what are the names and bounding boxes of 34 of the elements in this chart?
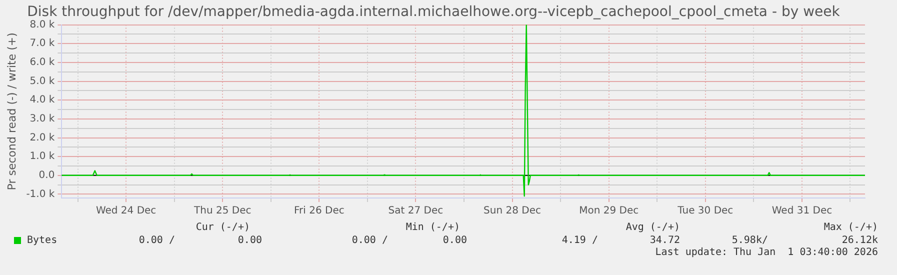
y-tick-label: 2.0 k [30, 132, 55, 144]
text: 0.00 [442, 235, 467, 246]
text: Min (-/+) [406, 222, 460, 233]
text: Avg (-/+) [626, 222, 680, 233]
y-tick-label: 3.0 k [30, 114, 55, 125]
y-tick-label: 8.0 k [30, 19, 55, 30]
x-tick-label: Wed 24 Dec [96, 206, 156, 217]
text: Last update: Thu Jan 1 03:40:00 2026 [655, 247, 878, 258]
text: 4.19 / [562, 235, 598, 246]
text: 0.00 / [138, 235, 175, 246]
x-tick-label: Wed 31 Dec [772, 206, 832, 217]
y-tick-label: -1.0 k [26, 188, 55, 200]
chart-title: Disk throughput for /dev/mapper/bmedia-agda.internal.michaelhowe.org--vicepb_cachepool_cpool_cmeta - by week [27, 4, 841, 20]
x-tick-label: Tue 30 Dec [676, 206, 734, 217]
y-tick-label: 4.0 k [30, 94, 55, 106]
y-tick-label: 1.0 k [30, 151, 55, 162]
y-tick-label: 5.0 k [30, 76, 55, 87]
x-tick-label: Mon 29 Dec [579, 206, 639, 217]
y-tick-label: 6.0 k [30, 57, 55, 68]
text: 26.12k [842, 235, 878, 246]
text: 0.00 / [352, 235, 388, 246]
text: 34.72 [650, 235, 680, 246]
x-tick-label: Fri 26 Dec [294, 206, 344, 217]
y-tick-label: 7.0 k [30, 38, 55, 50]
text: Max (-/+) [824, 222, 878, 233]
x-tick-label: Thu 25 Dec [193, 206, 252, 217]
y-tick-label: 0.0 [38, 170, 55, 181]
text: Cur (-/+) [196, 222, 250, 233]
text: 0.00 [238, 235, 262, 246]
legend-label: Bytes [27, 235, 58, 246]
y-axis-title: Pr second read (-) / write (+) [5, 32, 18, 190]
x-tick-label: Sat 27 Dec [388, 206, 444, 217]
x-tick-label: Sun 28 Dec [484, 206, 542, 217]
text: 5.98k/ [732, 235, 768, 246]
